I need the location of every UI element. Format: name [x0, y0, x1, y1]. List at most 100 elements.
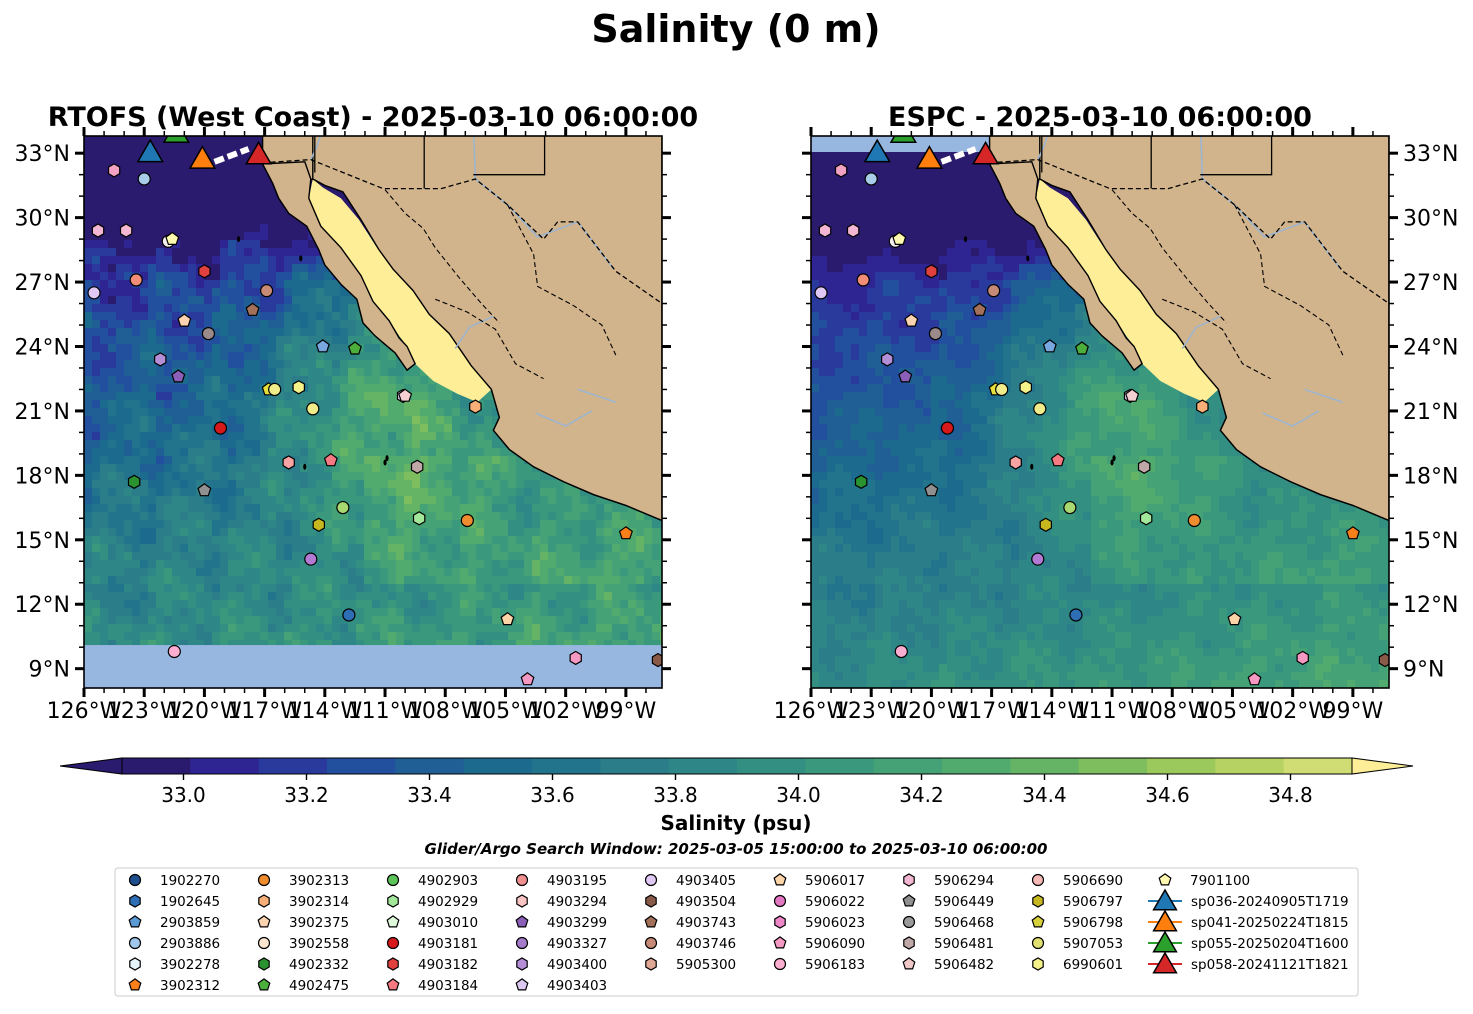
salinity-cell	[372, 456, 381, 465]
salinity-cell	[444, 504, 453, 513]
salinity-cell	[84, 456, 93, 465]
salinity-cell	[436, 480, 445, 489]
salinity-cell	[252, 352, 261, 361]
salinity-cell	[364, 584, 373, 593]
salinity-cell	[580, 504, 589, 513]
salinity-cell	[212, 312, 221, 321]
salinity-cell	[212, 368, 221, 377]
salinity-cell	[420, 400, 429, 409]
salinity-cell	[196, 176, 205, 185]
salinity-cell	[252, 344, 261, 353]
salinity-cell	[204, 240, 213, 249]
salinity-cell	[284, 360, 293, 369]
salinity-cell	[180, 536, 189, 545]
salinity-cell	[364, 464, 373, 473]
salinity-cell	[148, 184, 157, 193]
salinity-cell	[404, 512, 413, 521]
salinity-cell	[236, 632, 245, 641]
salinity-cell	[388, 640, 397, 649]
salinity-cell	[556, 504, 565, 513]
salinity-cell	[292, 328, 301, 337]
salinity-cell	[412, 584, 421, 593]
salinity-cell	[212, 544, 221, 553]
salinity-cell	[156, 160, 165, 169]
salinity-cell	[428, 392, 437, 401]
salinity-cell	[236, 360, 245, 369]
salinity-cell	[476, 504, 485, 513]
salinity-cell	[636, 608, 645, 617]
salinity-cell	[468, 432, 477, 441]
salinity-cell	[116, 152, 125, 161]
salinity-cell	[316, 352, 325, 361]
salinity-cell	[524, 520, 533, 529]
salinity-cell	[404, 640, 413, 649]
salinity-cell	[100, 368, 109, 377]
salinity-cell	[572, 528, 581, 537]
salinity-cell	[100, 144, 109, 153]
salinity-cell	[332, 600, 341, 609]
salinity-cell	[348, 496, 357, 505]
salinity-cell	[444, 496, 453, 505]
salinity-cell	[292, 576, 301, 585]
salinity-cell	[332, 520, 341, 529]
salinity-cell	[188, 184, 197, 193]
salinity-cell	[476, 424, 485, 433]
salinity-cell	[292, 632, 301, 641]
salinity-cell	[188, 296, 197, 305]
salinity-cell	[532, 624, 541, 633]
salinity-cell	[540, 488, 549, 497]
salinity-cell	[132, 632, 141, 641]
salinity-cell	[452, 440, 461, 449]
salinity-cell	[644, 576, 653, 585]
salinity-cell	[92, 592, 101, 601]
salinity-cell	[268, 552, 277, 561]
salinity-cell	[156, 568, 165, 577]
salinity-cell	[500, 488, 509, 497]
salinity-cell	[100, 520, 109, 529]
salinity-cell	[484, 528, 493, 537]
salinity-cell	[364, 544, 373, 553]
salinity-cell	[380, 608, 389, 617]
salinity-cell	[180, 488, 189, 497]
salinity-cell	[172, 272, 181, 281]
salinity-cell	[340, 448, 349, 457]
salinity-cell	[140, 296, 149, 305]
salinity-cell	[196, 184, 205, 193]
salinity-cell	[140, 336, 149, 345]
salinity-cell	[532, 536, 541, 545]
salinity-cell	[84, 416, 93, 425]
salinity-cell	[452, 536, 461, 545]
salinity-cell	[228, 328, 237, 337]
salinity-cell	[244, 448, 253, 457]
salinity-cell	[492, 552, 501, 561]
salinity-cell	[332, 584, 341, 593]
salinity-cell	[132, 544, 141, 553]
salinity-cell	[484, 536, 493, 545]
salinity-cell	[220, 304, 229, 313]
salinity-cell	[564, 632, 573, 641]
salinity-cell	[164, 376, 173, 385]
salinity-cell	[492, 640, 501, 649]
salinity-cell	[84, 312, 93, 321]
salinity-cell	[84, 392, 93, 401]
salinity-cell	[516, 464, 525, 473]
salinity-cell	[356, 640, 365, 649]
salinity-cell	[364, 536, 373, 545]
salinity-cell	[628, 560, 637, 569]
salinity-cell	[236, 616, 245, 625]
salinity-cell	[260, 392, 269, 401]
salinity-cell	[348, 536, 357, 545]
salinity-cell	[644, 624, 653, 633]
salinity-cell	[316, 288, 325, 297]
salinity-cell	[108, 232, 117, 241]
salinity-cell	[252, 184, 261, 193]
salinity-cell	[332, 488, 341, 497]
salinity-cell	[100, 544, 109, 553]
salinity-cell	[228, 208, 237, 217]
salinity-cell	[324, 328, 333, 337]
salinity-cell	[252, 616, 261, 625]
salinity-cell	[492, 440, 501, 449]
salinity-cell	[620, 568, 629, 577]
salinity-cell	[652, 608, 661, 617]
